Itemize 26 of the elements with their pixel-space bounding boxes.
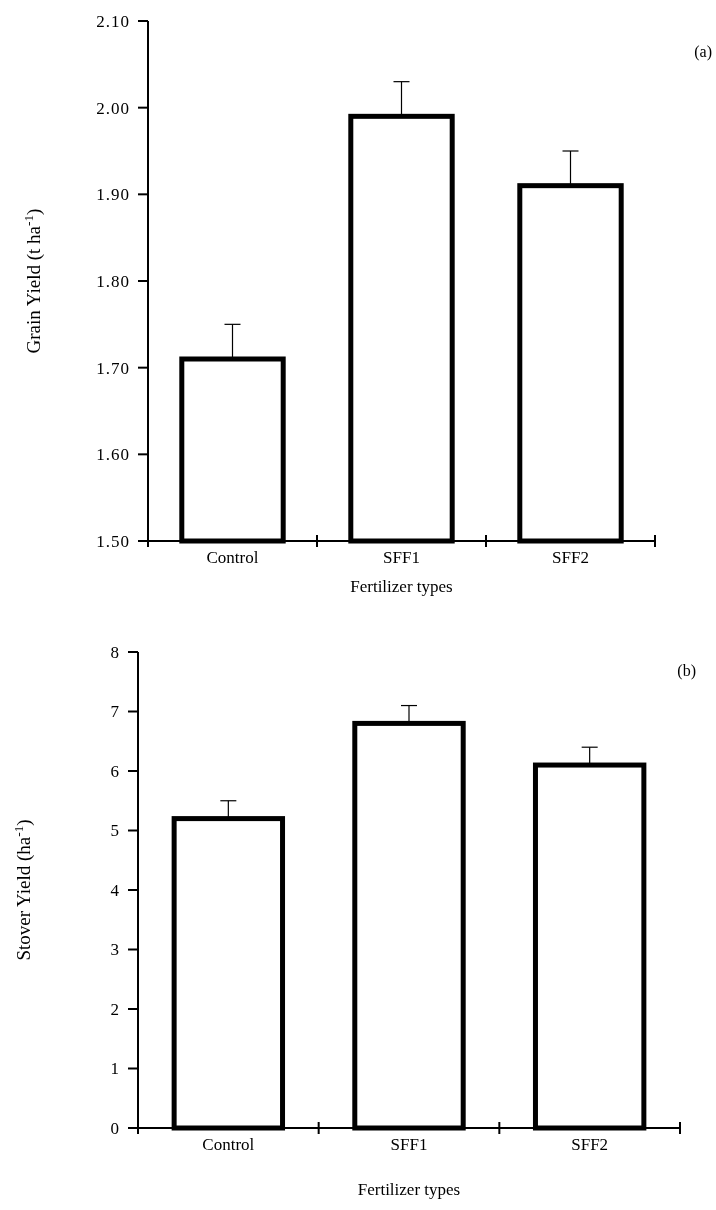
y-tick-label: 1.80 (96, 271, 130, 291)
y-tick-label: 1.70 (96, 358, 130, 378)
y-tick-label: 1.60 (96, 445, 130, 465)
x-tick-label: Control (206, 548, 259, 567)
y-tick-label: 2.00 (96, 98, 130, 118)
y-tick-label: 2.10 (96, 11, 130, 31)
x-tick-label: SFF2 (571, 1135, 609, 1154)
y-tick-label: 1.50 (96, 531, 130, 551)
x-axis-title: Fertilizer types (357, 1180, 461, 1199)
x-tick-label: SFF1 (383, 548, 420, 567)
y-tick-label: 1.90 (96, 185, 130, 205)
x-tick-label: SFF1 (390, 1135, 428, 1154)
y-tick-label: 7 (110, 702, 120, 722)
y-tick-label: 8 (110, 642, 120, 662)
y-tick-label: 1 (110, 1059, 120, 1079)
y-tick-label: 5 (110, 821, 120, 841)
y-tick-label: 2 (110, 999, 120, 1019)
annotation: (b) (677, 662, 696, 680)
y-tick-label: 6 (110, 761, 120, 781)
x-axis-title: Fertilizer types (350, 577, 453, 596)
x-tick-label: SFF2 (552, 548, 589, 567)
y-tick-label: 4 (110, 880, 120, 900)
y-tick-label: 3 (110, 940, 120, 960)
x-tick-label: Control (202, 1135, 255, 1154)
y-tick-label: 0 (110, 1118, 120, 1138)
text: (a) (694, 43, 712, 61)
